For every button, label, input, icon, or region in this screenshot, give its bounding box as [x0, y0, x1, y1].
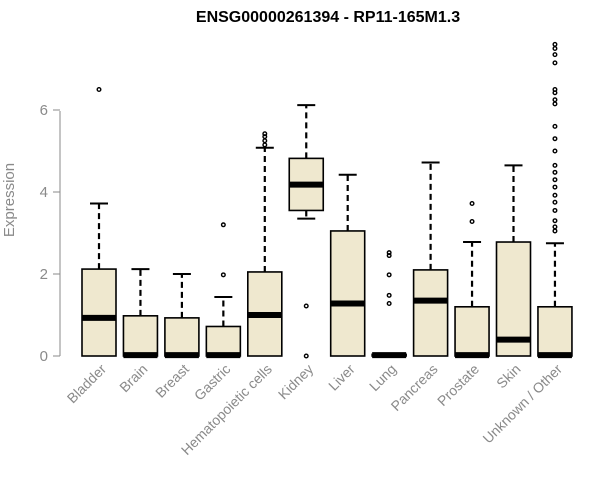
outlier-point: [552, 228, 558, 234]
outlier-point: [552, 169, 558, 175]
outlier-point: [552, 177, 558, 183]
x-tick-label: Brain: [116, 361, 150, 395]
outlier-point: [552, 101, 558, 107]
outlier-point: [552, 86, 558, 92]
outlier-point: [96, 86, 102, 92]
y-axis-ticks: 0 2 4 6: [40, 102, 60, 365]
box-lung: [371, 250, 407, 359]
box-brain: [122, 268, 159, 359]
box-gastric: [205, 222, 242, 359]
box-iqr: [164, 317, 200, 357]
outlier-point: [552, 224, 558, 230]
outlier-point: [552, 199, 558, 205]
box-iqr: [454, 305, 490, 357]
box-iqr: [329, 230, 366, 357]
y-tick-label: 4: [40, 184, 48, 201]
outlier-point: [469, 200, 475, 206]
outlier-point: [262, 138, 268, 144]
box-kidney: [288, 104, 325, 359]
outlier-point: [386, 301, 392, 307]
outlier-point: [386, 292, 392, 298]
x-tick-label: Bladder: [64, 361, 110, 407]
outlier-point: [552, 60, 558, 66]
chart-title: ENSG00000261394 - RP11-165M1.3: [196, 9, 460, 26]
outlier-point: [386, 272, 392, 278]
x-tick-label: Prostate: [434, 361, 482, 409]
x-tick-label: Kidney: [275, 361, 317, 403]
x-tick-label: Liver: [325, 361, 358, 394]
outlier-point: [262, 142, 268, 148]
outlier-point: [552, 184, 558, 190]
y-tick-label: 2: [40, 266, 48, 283]
outlier-point: [552, 97, 558, 103]
outlier-point: [262, 131, 268, 137]
box-bladder: [81, 86, 117, 357]
outlier-point: [303, 353, 309, 359]
outlier-point: [552, 46, 558, 52]
outlier-point: [552, 123, 558, 129]
box-iqr: [122, 315, 159, 357]
y-tick-label: 0: [40, 348, 48, 365]
box-iqr: [205, 325, 242, 357]
box-unknown-other: [537, 41, 573, 359]
outlier-point: [552, 136, 558, 142]
outlier-point: [220, 272, 226, 278]
outlier-point: [552, 162, 558, 168]
y-tick-label: 6: [40, 102, 48, 119]
outlier-point: [386, 253, 392, 259]
outlier-point: [552, 41, 558, 47]
outlier-point: [469, 219, 475, 225]
x-tick-label: Lung: [366, 361, 399, 394]
box-liver: [329, 173, 366, 357]
box-hematopoietic-cells: [247, 131, 283, 357]
box-pancreas: [412, 161, 449, 357]
x-tick-label: Breast: [152, 361, 192, 401]
outlier-point: [552, 52, 558, 58]
outlier-point: [303, 303, 309, 309]
box-breast: [164, 273, 200, 359]
y-axis-label: Expression: [1, 163, 18, 237]
box-iqr: [81, 268, 117, 357]
box-skin: [495, 164, 532, 357]
box-iqr: [537, 305, 573, 357]
x-tick-label: Unknown / Other: [479, 361, 565, 447]
outlier-point: [220, 222, 226, 228]
outlier-point: [552, 192, 558, 198]
outlier-point: [552, 218, 558, 224]
box-prostate: [454, 200, 490, 359]
x-tick-label: Skin: [493, 361, 524, 392]
outlier-point: [386, 250, 392, 256]
outlier-point: [262, 134, 268, 140]
boxes-group: [81, 41, 573, 359]
box-iqr: [412, 269, 449, 357]
outlier-point: [552, 148, 558, 154]
outlier-point: [552, 207, 558, 213]
